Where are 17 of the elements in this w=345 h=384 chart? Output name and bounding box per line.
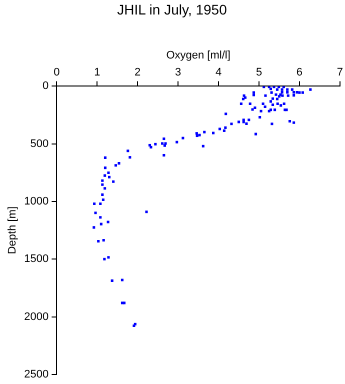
chart-title: JHIL in July, 1950	[117, 1, 228, 18]
x-tick-label: 4	[215, 66, 222, 79]
x-tick-label: 2	[134, 66, 141, 79]
y-tick-label: 500	[30, 138, 49, 150]
x-tick-label: 5	[256, 66, 262, 79]
x-tick-label: 1	[94, 66, 100, 79]
x-tick-label: 7	[336, 66, 344, 79]
y-tick-label: 0	[42, 80, 49, 92]
x-tick-label: 6	[296, 66, 303, 79]
x-tick-label: 3	[175, 66, 182, 79]
x-axis-title: Oxygen [ml/l]	[166, 49, 230, 62]
y-tick-label: 1500	[24, 253, 49, 266]
x-tick-label: 0	[54, 66, 60, 79]
y-tick-label: 1000	[24, 196, 49, 208]
y-tick-label: 2500	[24, 368, 49, 380]
y-tick-label: 2000	[24, 310, 49, 323]
y-axis-title: Depth [m]	[6, 206, 19, 254]
